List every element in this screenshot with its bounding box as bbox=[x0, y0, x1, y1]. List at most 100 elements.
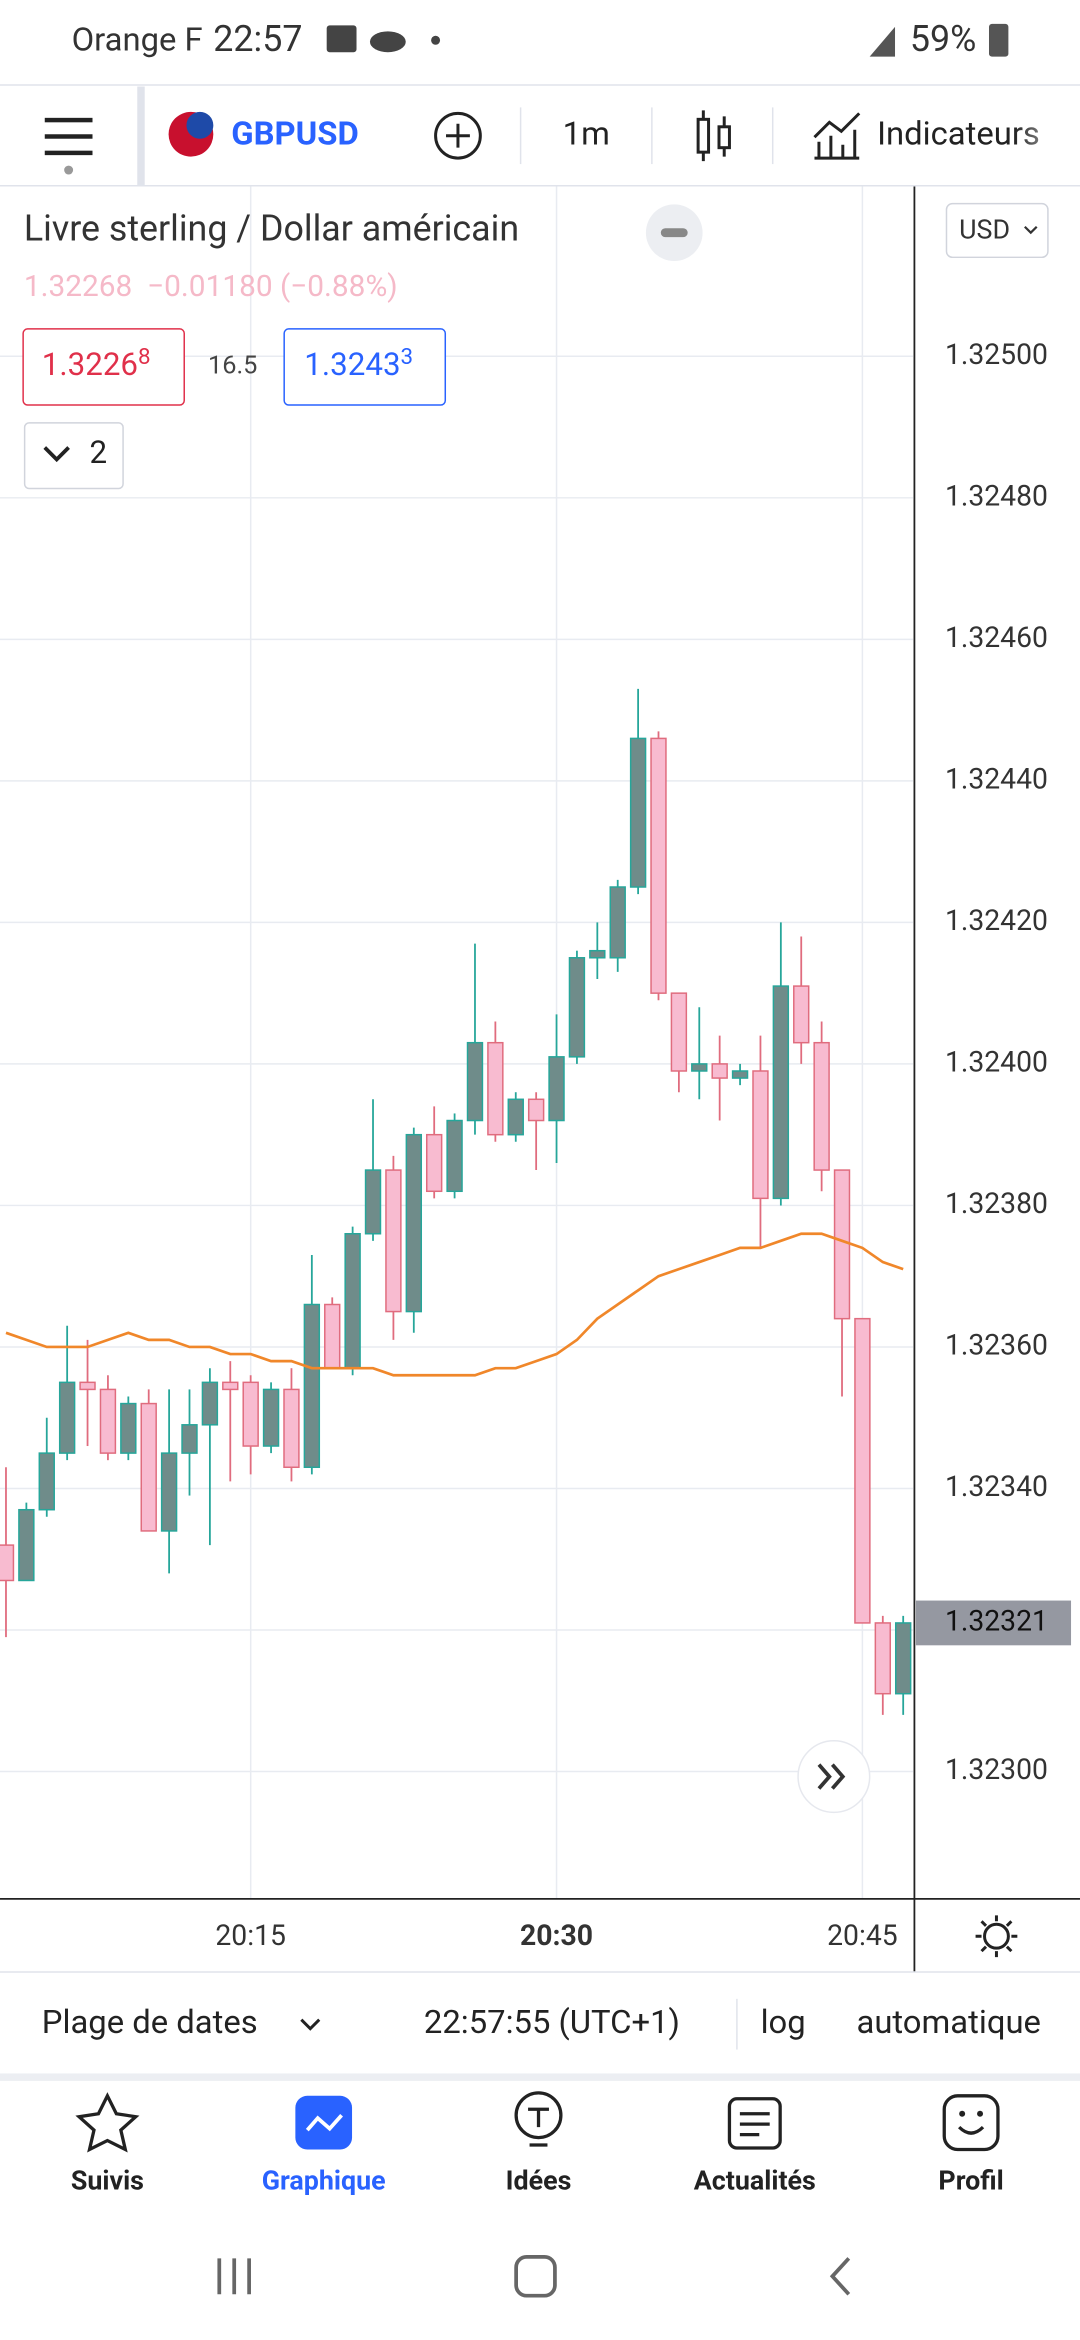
x-tick-label: 20:45 bbox=[827, 1919, 898, 1952]
candle-body bbox=[650, 737, 667, 994]
indicator-count: 2 bbox=[90, 434, 108, 471]
candle-body bbox=[793, 985, 810, 1044]
buy-button[interactable] bbox=[283, 328, 447, 406]
icon-eye bbox=[959, 2110, 966, 2117]
candle-body bbox=[160, 1452, 178, 1532]
candle-body bbox=[446, 1119, 463, 1193]
y-tick-label: 1.32500 bbox=[945, 338, 1048, 371]
moving-average bbox=[5, 1232, 904, 1377]
candle-body bbox=[303, 1303, 321, 1469]
icon-signal bbox=[869, 26, 896, 57]
currency-button[interactable] bbox=[945, 202, 1049, 259]
candle-body bbox=[222, 1381, 239, 1391]
last-price-tag bbox=[915, 1600, 1072, 1646]
candle-body bbox=[772, 985, 790, 1200]
candle-body bbox=[527, 1098, 545, 1122]
candle-body bbox=[466, 1041, 484, 1122]
candle-body bbox=[283, 1388, 300, 1469]
icon-chart-line bbox=[305, 2113, 344, 2132]
y-tick-label: 1.32440 bbox=[945, 762, 1048, 795]
candle-body bbox=[58, 1381, 76, 1454]
menu-bar bbox=[44, 134, 93, 139]
candle-body bbox=[242, 1381, 259, 1447]
candle-body bbox=[201, 1381, 219, 1426]
candle-body bbox=[262, 1388, 280, 1447]
clock-utc[interactable]: 22:57:55 (UTC+1) bbox=[424, 2004, 680, 2042]
candle-body bbox=[629, 737, 647, 888]
candle-body bbox=[324, 1303, 341, 1369]
indicators-icon[interactable] bbox=[813, 112, 861, 160]
menu-dot bbox=[64, 165, 74, 175]
chart-type-button[interactable] bbox=[696, 110, 731, 162]
candle-body bbox=[813, 1041, 830, 1171]
quote: 1.32268 −0.01180 (−0.88%) bbox=[24, 269, 398, 304]
candle-body bbox=[405, 1133, 423, 1313]
chevron bbox=[43, 446, 70, 463]
indicators-button[interactable]: Indicateurs bbox=[877, 115, 1040, 153]
y-tick-label: 1.32400 bbox=[945, 1045, 1048, 1078]
icon-ideas[interactable] bbox=[514, 2091, 563, 2140]
back-button[interactable] bbox=[829, 2257, 851, 2296]
chevron bbox=[300, 2018, 321, 2031]
candle-body bbox=[344, 1232, 361, 1369]
settings-button[interactable] bbox=[983, 1922, 1010, 1950]
date-range-button[interactable]: Plage de dates bbox=[42, 2004, 258, 2042]
nav-label: Suivis bbox=[71, 2164, 144, 2196]
y-tick-label: 1.32480 bbox=[945, 479, 1048, 512]
ask-main: 1.3243 bbox=[304, 346, 400, 383]
y-tick-label: 1.32300 bbox=[945, 1753, 1048, 1786]
chart-layer: 1.32300 1.32340 1.32360 1.32380 1.32400 1.324… bbox=[0, 186, 1080, 1973]
nav-labels: Suivis Graphique Idées Actualités Profil bbox=[71, 2164, 1004, 2196]
y-tick-label: 1.32380 bbox=[945, 1187, 1048, 1220]
candle-body bbox=[507, 1098, 524, 1136]
flag-icon-us bbox=[186, 111, 214, 139]
double-chevron bbox=[817, 1763, 846, 1790]
icon-gallery bbox=[326, 25, 357, 53]
candle-body bbox=[18, 1508, 35, 1582]
candle-body bbox=[425, 1133, 443, 1193]
auto-toggle[interactable]: automatique bbox=[856, 2004, 1040, 2042]
candle-body bbox=[385, 1169, 402, 1313]
icon-profile[interactable] bbox=[942, 2094, 1000, 2152]
candle-body bbox=[854, 1317, 871, 1624]
log-toggle[interactable]: log bbox=[761, 2004, 806, 2042]
symbol[interactable]: GBPUSD bbox=[231, 115, 359, 153]
icon-news[interactable] bbox=[727, 2097, 782, 2150]
nav-label: Actualités bbox=[694, 2164, 816, 2196]
currency: USD bbox=[959, 213, 1010, 245]
icon-battery bbox=[988, 23, 1009, 57]
icon-star[interactable] bbox=[75, 2092, 140, 2153]
menu-bar bbox=[44, 117, 93, 123]
candle-body bbox=[568, 957, 586, 1058]
y-tick-label: 1.32420 bbox=[945, 904, 1048, 937]
separator bbox=[137, 86, 145, 185]
menu-button[interactable] bbox=[44, 117, 93, 175]
icon-dot bbox=[431, 35, 441, 45]
scroll-to-realtime-button[interactable] bbox=[797, 1740, 871, 1814]
candle-body bbox=[140, 1402, 157, 1532]
last-price-label: 1.32321 bbox=[945, 1604, 1048, 1637]
indicators-toggle[interactable] bbox=[23, 422, 124, 490]
candle-body bbox=[731, 1070, 749, 1079]
candle-body bbox=[0, 1544, 15, 1582]
plus-icon bbox=[446, 123, 470, 148]
carrier: Orange F bbox=[72, 21, 203, 59]
fade bbox=[1014, 86, 1080, 185]
candle-body bbox=[711, 1063, 728, 1079]
recent-apps-button[interactable] bbox=[217, 2258, 251, 2295]
icon-cloud bbox=[369, 31, 406, 53]
bid-price: 1.32268 bbox=[42, 344, 151, 383]
candle-wicks bbox=[701, 110, 726, 162]
candle-body bbox=[670, 992, 688, 1072]
bid-main: 1.3226 bbox=[42, 346, 138, 383]
candle-icon bbox=[717, 125, 731, 150]
home-button[interactable] bbox=[514, 2255, 557, 2298]
minus-icon bbox=[660, 228, 688, 238]
battery-text: 59% bbox=[910, 18, 976, 60]
interval[interactable]: 1m bbox=[563, 115, 610, 153]
add-symbol-button[interactable] bbox=[434, 111, 482, 160]
candle-body bbox=[894, 1622, 912, 1695]
x-tick-label: 20:30 bbox=[520, 1919, 593, 1952]
sell-button[interactable] bbox=[22, 328, 185, 406]
